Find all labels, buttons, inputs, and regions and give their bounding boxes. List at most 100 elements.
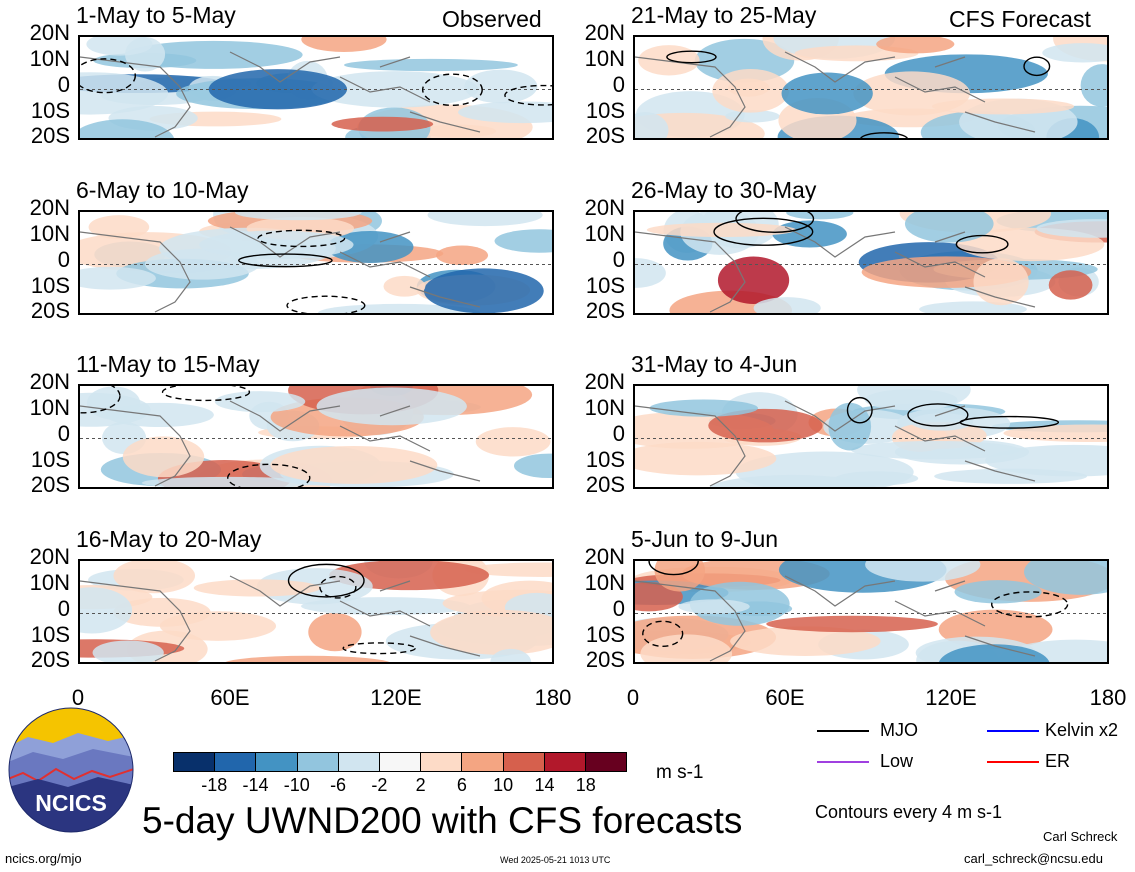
lon-tick-left-180: 180: [534, 685, 572, 710]
lat-tick: 10N: [584, 221, 625, 246]
colorbar-swatch: [462, 753, 504, 771]
wind-anomaly-field: [80, 212, 552, 313]
colorbar-swatch: [256, 753, 298, 771]
lat-tick: 20N: [584, 20, 625, 45]
lon-tick-left-0: 0: [71, 685, 85, 710]
colorbar-swatch: [544, 753, 586, 771]
lat-tick: 20S: [585, 298, 625, 323]
colorbar-label: 10: [493, 775, 514, 795]
lat-tick: 10N: [29, 46, 70, 71]
lat-tick: 20N: [29, 20, 70, 45]
lat-tick: 10S: [585, 622, 625, 647]
lat-tick: 0: [612, 596, 625, 621]
lon-tick-right-180: 180: [1089, 685, 1127, 710]
lat-tick: 0: [57, 72, 70, 97]
colorbar-label: -6: [330, 775, 347, 795]
lat-tick: 20S: [585, 123, 625, 148]
legend-mjo-line: [817, 730, 869, 732]
map-panel: [78, 384, 554, 489]
panel-title: 5-Jun to 9-Jun: [631, 526, 779, 552]
wind-anomaly-field: [80, 37, 552, 138]
lat-tick: 10S: [30, 622, 70, 647]
colorbar-swatch: [297, 753, 339, 771]
colorbar-swatch: [379, 753, 422, 771]
legend-kelvin-label: Kelvin x2: [1045, 720, 1119, 740]
colorbar-label: 6: [456, 775, 467, 795]
lat-tick: 10N: [584, 570, 625, 595]
lat-tick: 20S: [30, 123, 70, 148]
colorbar-label: -18: [201, 775, 228, 795]
site-link[interactable]: ncics.org/mjo: [5, 851, 82, 866]
colorbar-swatch: [215, 753, 257, 771]
panel-title: 26-May to 30-May: [631, 177, 817, 203]
lon-tick-right-120e: 120E: [925, 685, 977, 710]
map-panel: [633, 210, 1109, 315]
lat-tick: 20S: [585, 647, 625, 672]
lat-tick: 10S: [30, 273, 70, 298]
lat-tick: 10N: [584, 46, 625, 71]
lat-tick: 0: [57, 596, 70, 621]
legend-mjo-label: MJO: [880, 720, 918, 740]
coastlines: [80, 575, 481, 662]
colorbar-swatch: [174, 753, 216, 771]
lat-tick: 0: [612, 247, 625, 272]
colorbar-swatch: [585, 753, 627, 771]
colorbar-swatch: [421, 753, 463, 771]
lon-tick-left-60e: 60E: [210, 685, 250, 710]
coastlines: [80, 226, 481, 313]
lat-tick: 0: [57, 247, 70, 272]
colorbar-label: 18: [575, 775, 596, 795]
lat-tick: 20N: [29, 195, 70, 220]
coastlines: [635, 575, 1036, 662]
lon-tick-left-120e: 120E: [370, 685, 422, 710]
colorbar-label: -14: [242, 775, 269, 795]
panel-title: 16-May to 20-May: [76, 526, 262, 552]
author: Carl Schreck: [1043, 829, 1118, 844]
colorbar-label: -10: [283, 775, 310, 795]
map-panel: [633, 559, 1109, 664]
observed-label: Observed: [442, 6, 542, 32]
lat-tick: 10N: [29, 395, 70, 420]
map-panel: [78, 210, 554, 315]
lat-tick: 20S: [30, 647, 70, 672]
wind-anomaly-field: [635, 386, 1107, 487]
main-title: 5-day UWND200 with CFS forecasts: [142, 800, 743, 841]
wind-anomaly-field: [635, 212, 1107, 313]
colorbar-swatch: [503, 753, 545, 771]
lat-tick: 20N: [584, 195, 625, 220]
coastlines: [80, 400, 481, 487]
lat-tick: 20N: [29, 544, 70, 569]
lon-tick-right-0: 0: [626, 685, 640, 710]
timestamp: Wed 2025-05-21 1013 UTC: [500, 855, 611, 865]
lat-tick: 10S: [30, 98, 70, 123]
logo-text: NCICS: [35, 790, 107, 816]
legend-kelvin-line: [987, 730, 1039, 732]
wind-anomaly-field: [635, 37, 1107, 138]
panel-title: 11-May to 15-May: [76, 351, 260, 377]
lat-tick: 10S: [585, 273, 625, 298]
lat-tick: 0: [612, 421, 625, 446]
map-panel: [633, 35, 1109, 140]
lat-tick: 10N: [584, 395, 625, 420]
contour-note: Contours every 4 m s-1: [815, 802, 1003, 822]
email: carl_schreck@ncsu.edu: [964, 851, 1103, 866]
panel-title: 21-May to 25-May: [631, 2, 817, 28]
coastlines: [635, 226, 1036, 313]
coastlines: [635, 400, 1036, 487]
panel-title: 1-May to 5-May: [76, 2, 236, 28]
wind-anomaly-field: [80, 561, 552, 662]
colorbar-label: 14: [534, 775, 555, 795]
coastlines: [80, 51, 481, 138]
lat-tick: 10S: [30, 447, 70, 472]
map-panel: [633, 384, 1109, 489]
coastlines: [635, 51, 1036, 138]
colorbar-label: -2: [371, 775, 388, 795]
lat-tick: 20S: [585, 472, 625, 497]
map-panel: [78, 35, 554, 140]
units-label: m s-1: [656, 762, 704, 783]
panel-title: 31-May to 4-Jun: [631, 351, 798, 377]
lat-tick: 10S: [585, 447, 625, 472]
lat-tick: 0: [612, 72, 625, 97]
map-panel: [78, 559, 554, 664]
lat-tick: 20S: [30, 472, 70, 497]
